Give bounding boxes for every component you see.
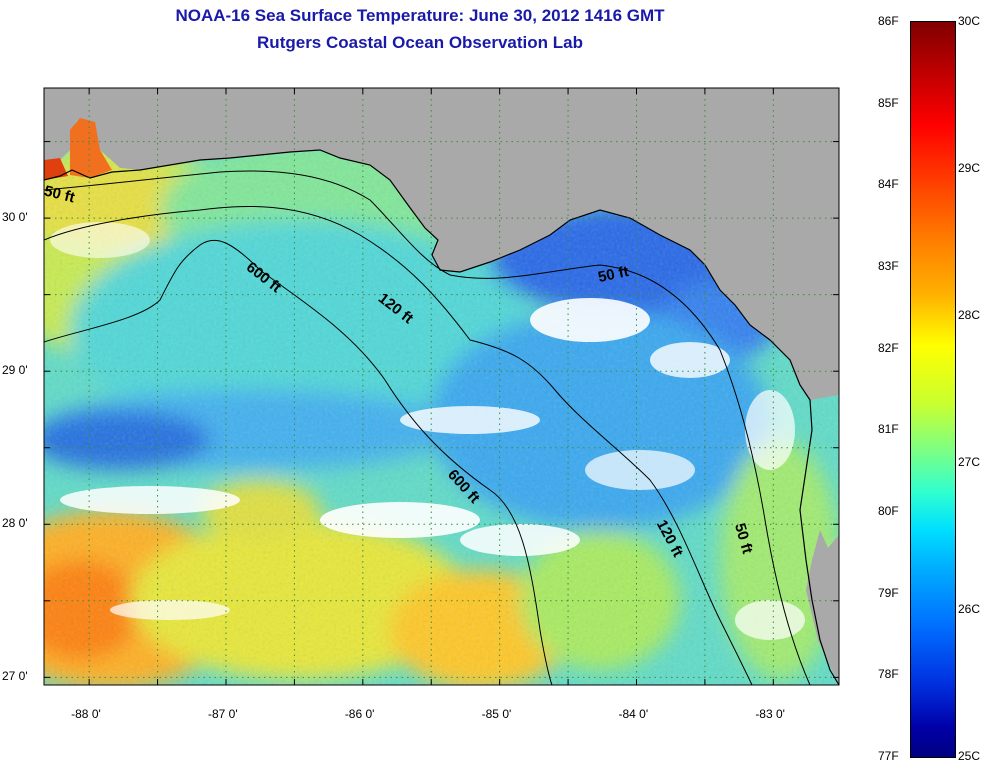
colorbar-f-label: 77F — [878, 749, 899, 763]
colorbar-c-label: 30C — [958, 14, 981, 28]
cloud-mask — [50, 222, 805, 640]
x-tick-label: -88 0' — [71, 707, 101, 721]
lat-lon-grid — [44, 88, 839, 685]
isobaths — [44, 170, 811, 685]
isobath-120ft — [44, 205, 753, 685]
warm-bay — [70, 118, 112, 178]
colorbar-f-label: 79F — [878, 585, 899, 600]
colorbar-f-label: 86F — [878, 14, 899, 28]
colorbar-c-label: 29C — [958, 161, 981, 175]
colorbar-c-label: 26C — [958, 602, 981, 616]
coastline — [44, 149, 839, 685]
colorbar-c-label: 28C — [958, 308, 981, 322]
y-tick-label: 27 0' — [2, 669, 28, 684]
colorbar-f-label: 78F — [878, 667, 899, 682]
y-tick-label: 30 0' — [2, 210, 28, 225]
colorbar-f-label: 83F — [878, 259, 899, 273]
x-tick-label: -84 0' — [618, 707, 649, 721]
colorbar-f-label: 80F — [878, 504, 899, 518]
colorbar-f-label: 85F — [878, 95, 899, 110]
y-tick-label: 29 0' — [2, 363, 28, 378]
map-title: NOAA-16 Sea Surface Temperature: June 30… — [175, 6, 665, 25]
x-tick-label: -86 0' — [344, 707, 375, 721]
map-subtitle: Rutgers Coastal Ocean Observation Lab — [257, 33, 583, 52]
x-tick-label: -87 0' — [207, 707, 238, 721]
y-tick-label: 28 0' — [2, 516, 28, 531]
x-tick-label: -83 0' — [755, 707, 785, 721]
colorbar-c-label: 25C — [958, 749, 981, 763]
land-mass — [44, 88, 839, 685]
isobath-50ft — [44, 170, 811, 685]
x-tick-label: -85 0' — [481, 707, 512, 721]
colorbar-f-label: 82F — [878, 340, 899, 355]
isobath-600ft — [44, 239, 553, 685]
temperature-colorbar — [910, 21, 956, 758]
colorbar-c-label: 27C — [958, 455, 981, 469]
colorbar-f-label: 84F — [878, 177, 899, 192]
colorbar-f-label: 81F — [878, 422, 899, 437]
axis-ticks — [44, 88, 839, 685]
plot-frame — [43, 87, 840, 686]
